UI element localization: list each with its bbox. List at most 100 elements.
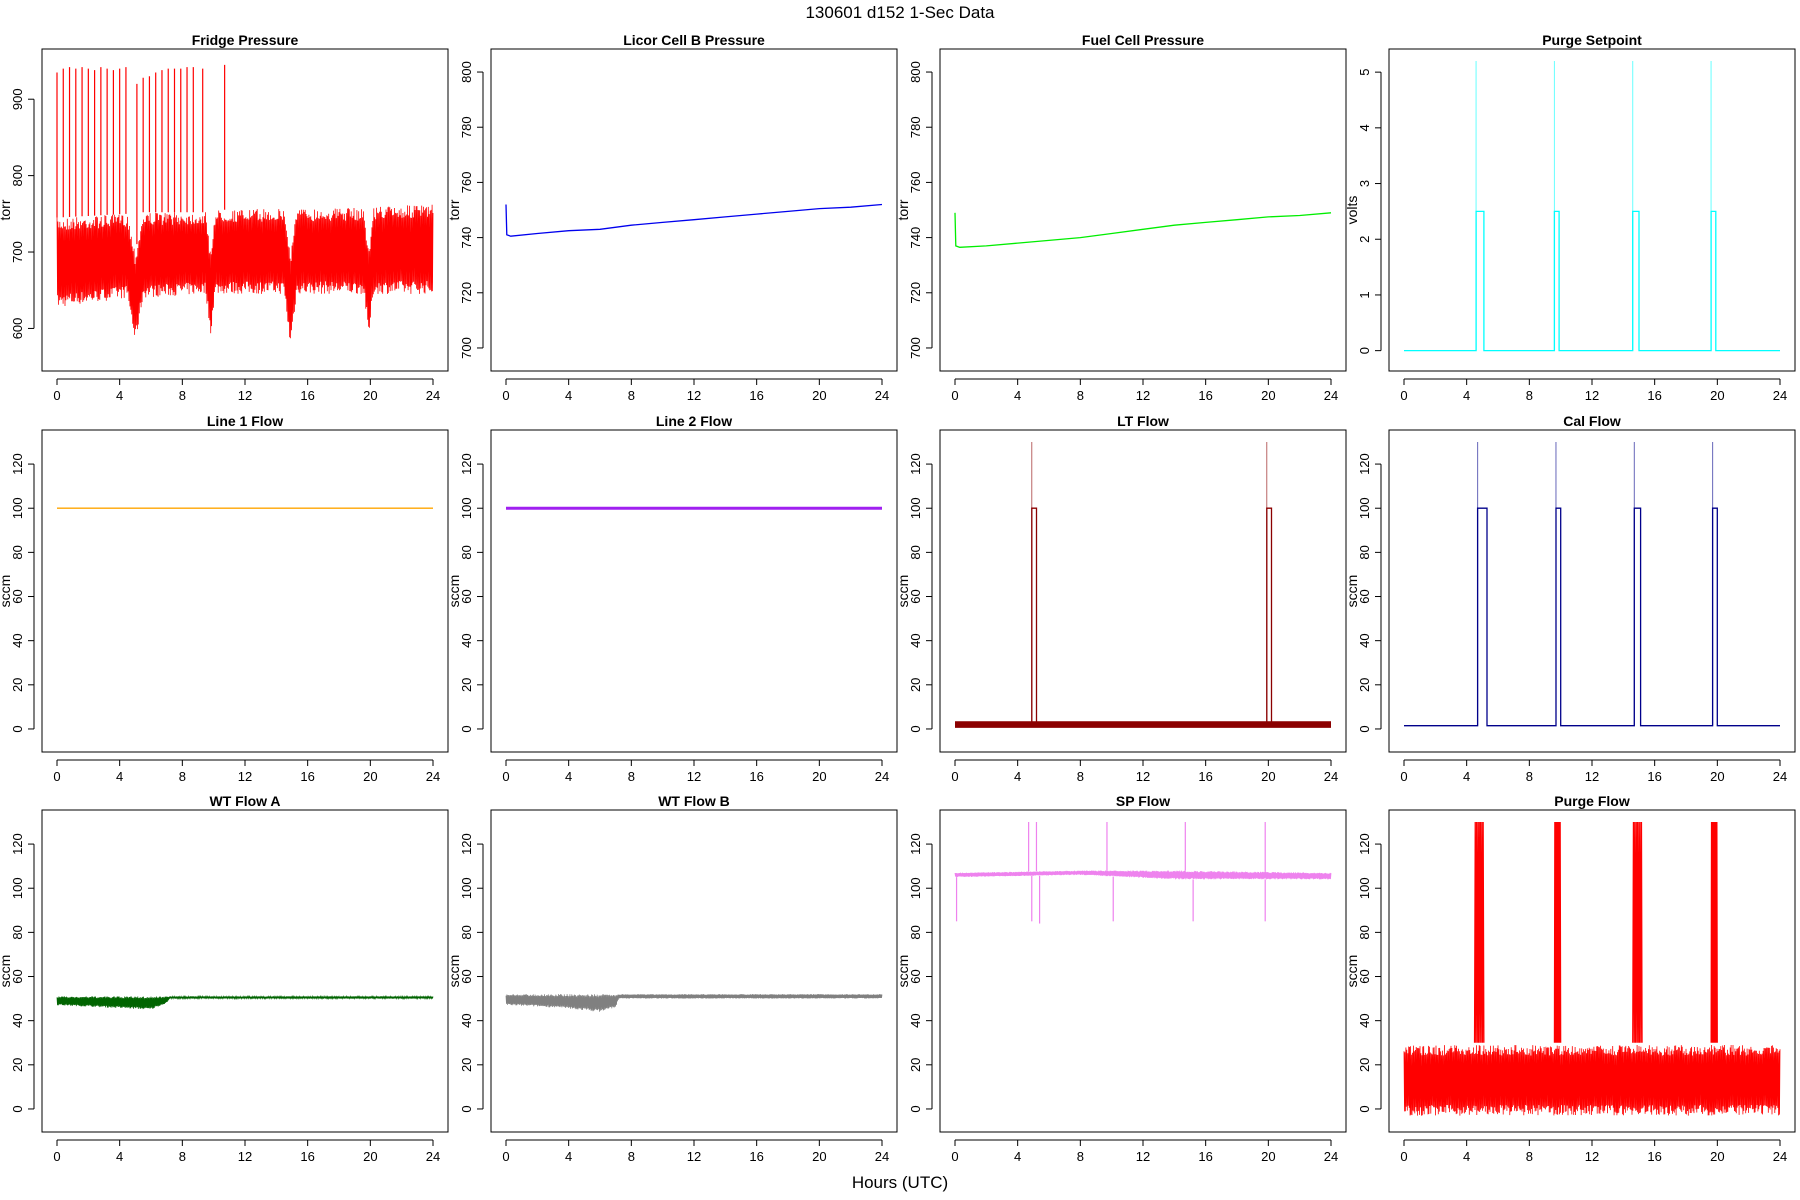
x-tick-label: 12 — [687, 388, 701, 403]
series-group — [56, 994, 434, 1010]
y-tick-label: 900 — [10, 88, 25, 110]
y-tick-label: 720 — [459, 282, 474, 304]
y-axis-label: sccm — [446, 955, 462, 988]
y-tick-label: 700 — [10, 241, 25, 263]
y-tick-label: 40 — [1357, 633, 1372, 647]
series-group — [1403, 821, 1781, 1116]
series-noise — [56, 204, 434, 339]
x-tick-label: 12 — [687, 1149, 701, 1164]
x-tick-label: 16 — [749, 388, 763, 403]
y-tick-label: 40 — [908, 633, 923, 647]
chart-panel: Line 2 Flow 0 4 8 12 16 20 24 0 20 40 60 80 100 120 scc… — [446, 413, 898, 784]
x-tick-label: 0 — [951, 769, 958, 784]
y-tick-label: 40 — [1357, 1013, 1372, 1027]
x-tick-label: 4 — [565, 769, 572, 784]
x-tick-label: 16 — [300, 1149, 314, 1164]
x-tick-label: 8 — [1526, 769, 1533, 784]
panel-title: LT Flow — [1117, 413, 1169, 429]
figure-title: 130601 d152 1-Sec Data — [805, 3, 995, 22]
chart-panel: Fridge Pressure 0 4 8 12 16 20 24 600 700 800 900 to… — [0, 32, 449, 403]
y-tick-label: 700 — [459, 337, 474, 359]
y-tick-label: 60 — [908, 589, 923, 603]
y-tick-label: 80 — [908, 545, 923, 559]
x-tick-label: 16 — [1647, 388, 1661, 403]
x-tick-label: 24 — [875, 769, 889, 784]
series-burst — [1473, 821, 1485, 1043]
x-tick-label: 20 — [812, 1149, 826, 1164]
chart-panel: WT Flow B 0 4 8 12 16 20 24 0 20 40 60 80 100 120 sccm — [446, 793, 898, 1164]
x-tick-label: 0 — [1400, 769, 1407, 784]
x-tick-label: 8 — [1526, 388, 1533, 403]
plot-frame — [1388, 809, 1796, 1133]
x-tick-label: 12 — [1585, 769, 1599, 784]
y-axis-label: sccm — [0, 575, 13, 608]
y-tick-label: 0 — [10, 725, 25, 732]
x-tick-label: 20 — [1261, 769, 1275, 784]
y-tick-label: 0 — [459, 725, 474, 732]
y-tick-label: 20 — [908, 678, 923, 692]
y-tick-label: 0 — [1357, 725, 1372, 732]
plot-frame — [939, 48, 1347, 372]
y-tick-label: 120 — [1357, 833, 1372, 855]
x-tick-label: 4 — [116, 1149, 123, 1164]
y-tick-label: 120 — [908, 453, 923, 475]
y-tick-label: 120 — [459, 453, 474, 475]
panel-title: Line 2 Flow — [656, 413, 732, 429]
y-axis-label: volts — [1344, 196, 1360, 225]
y-tick-label: 20 — [459, 1058, 474, 1072]
x-tick-label: 4 — [116, 388, 123, 403]
y-tick-label: 40 — [459, 633, 474, 647]
y-tick-label: 0 — [459, 1105, 474, 1112]
x-tick-label: 12 — [1136, 388, 1150, 403]
panel-title: Purge Setpoint — [1542, 32, 1642, 48]
y-tick-label: 80 — [459, 545, 474, 559]
y-tick-label: 20 — [908, 1058, 923, 1072]
x-tick-label: 20 — [812, 388, 826, 403]
panel-title: Line 1 Flow — [207, 413, 283, 429]
plot-frame — [41, 809, 449, 1133]
x-tick-label: 16 — [1198, 388, 1212, 403]
x-tick-label: 20 — [1710, 769, 1724, 784]
y-axis-label: sccm — [0, 955, 13, 988]
x-tick-label: 4 — [565, 388, 572, 403]
y-tick-label: 20 — [459, 678, 474, 692]
x-tick-label: 12 — [1136, 769, 1150, 784]
x-tick-label: 4 — [1463, 388, 1470, 403]
x-tick-label: 24 — [875, 1149, 889, 1164]
x-tick-label: 12 — [1585, 388, 1599, 403]
y-tick-label: 100 — [1357, 877, 1372, 899]
y-tick-label: 20 — [1357, 678, 1372, 692]
x-tick-label: 4 — [1014, 388, 1021, 403]
x-tick-label: 12 — [1136, 1149, 1150, 1164]
y-tick-label: 120 — [908, 833, 923, 855]
y-tick-label: 800 — [459, 61, 474, 83]
y-tick-label: 80 — [1357, 545, 1372, 559]
y-tick-label: 40 — [10, 633, 25, 647]
x-tick-label: 4 — [1014, 1149, 1021, 1164]
y-tick-label: 600 — [10, 318, 25, 340]
y-tick-label: 800 — [10, 165, 25, 187]
panel-title: Fridge Pressure — [192, 32, 299, 48]
x-tick-label: 8 — [1077, 1149, 1084, 1164]
panel-title: Fuel Cell Pressure — [1082, 32, 1204, 48]
plot-frame — [939, 809, 1347, 1133]
series-noise — [56, 994, 434, 1010]
series-burst — [1632, 821, 1643, 1043]
y-tick-label: 40 — [10, 1013, 25, 1027]
y-tick-label: 120 — [10, 453, 25, 475]
x-tick-label: 20 — [1710, 388, 1724, 403]
chart-panel: WT Flow A 0 4 8 12 16 20 24 0 20 40 60 80 100 120 sccm — [0, 793, 449, 1164]
x-axis-label: Hours (UTC) — [852, 1173, 948, 1192]
x-tick-label: 16 — [1198, 769, 1212, 784]
y-tick-label: 120 — [1357, 453, 1372, 475]
x-tick-label: 20 — [363, 769, 377, 784]
series-group — [954, 212, 1332, 248]
series-group — [505, 994, 883, 1012]
x-tick-label: 24 — [1773, 769, 1787, 784]
panel-title: WT Flow A — [209, 793, 280, 809]
series-line — [1404, 507, 1780, 727]
panel-title: WT Flow B — [658, 793, 730, 809]
chart-panel: Purge Flow 0 4 8 12 16 20 24 0 20 40 60 80 100 120 sccm — [1344, 793, 1796, 1164]
x-tick-label: 24 — [1773, 1149, 1787, 1164]
